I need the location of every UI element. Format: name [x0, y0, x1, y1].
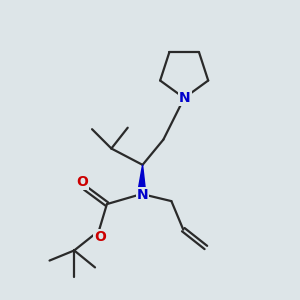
Polygon shape: [137, 165, 146, 194]
Text: O: O: [94, 230, 106, 244]
Text: N: N: [137, 188, 148, 202]
Text: N: N: [179, 91, 190, 105]
Text: O: O: [76, 175, 88, 188]
